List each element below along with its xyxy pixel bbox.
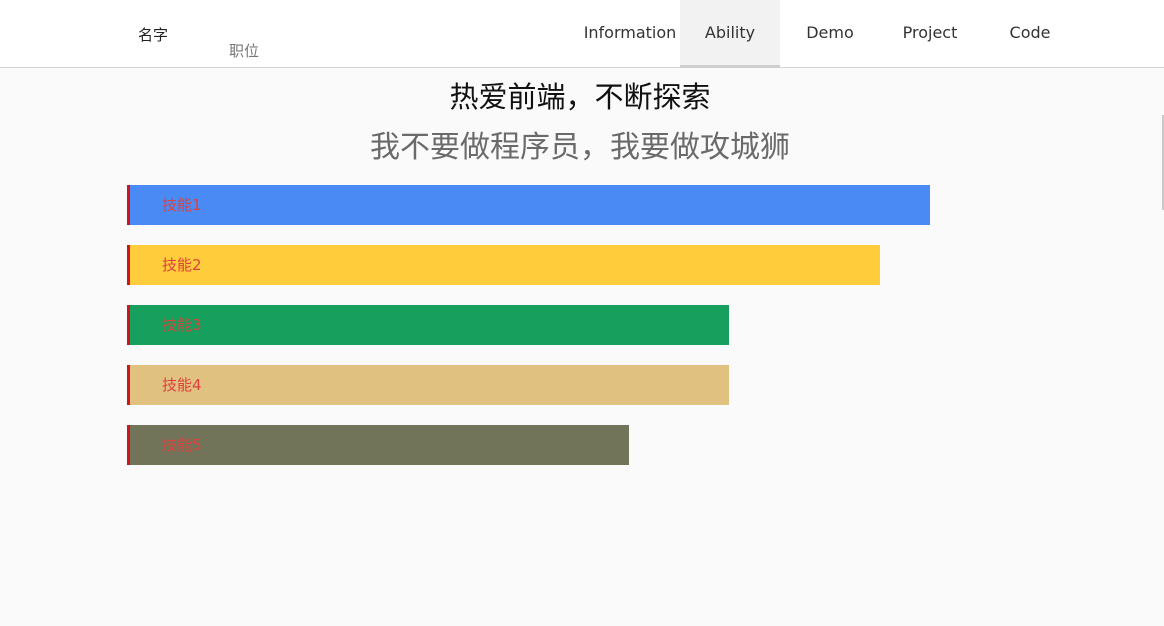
skill-label: 技能5 <box>162 436 202 454</box>
skill-label: 技能2 <box>162 256 202 274</box>
nav-item-information[interactable]: Information <box>583 23 677 42</box>
skill-bar-5: 技能5 <box>127 425 629 465</box>
page-headline: 热爱前端，不断探索 <box>449 80 711 114</box>
nav-item-ability[interactable]: Ability <box>680 0 780 68</box>
skill-bar-1: 技能1 <box>127 185 930 225</box>
skill-label: 技能1 <box>162 196 202 214</box>
page-subheadline: 我不要做程序员，我要做攻城狮 <box>370 130 790 165</box>
skill-label: 技能3 <box>162 316 202 334</box>
skill-bar-4: 技能4 <box>127 365 729 405</box>
scrollbar-thumb[interactable] <box>1162 115 1164 210</box>
brand-title: 职位 <box>229 42 260 60</box>
top-header: 名字 职位 Information Ability Demo Project C… <box>0 0 1164 68</box>
skill-label: 技能4 <box>162 376 202 394</box>
skill-bar-2: 技能2 <box>127 245 880 285</box>
nav-item-demo[interactable]: Demo <box>806 23 854 42</box>
nav-item-code[interactable]: Code <box>1009 23 1051 42</box>
skill-bar-3: 技能3 <box>127 305 729 345</box>
brand-name: 名字 <box>138 26 169 44</box>
skill-list: 技能1 技能2 技能3 技能4 技能5 <box>127 185 930 485</box>
main-nav: Information Ability Demo Project Code <box>580 0 1080 68</box>
nav-item-project[interactable]: Project <box>902 23 958 42</box>
